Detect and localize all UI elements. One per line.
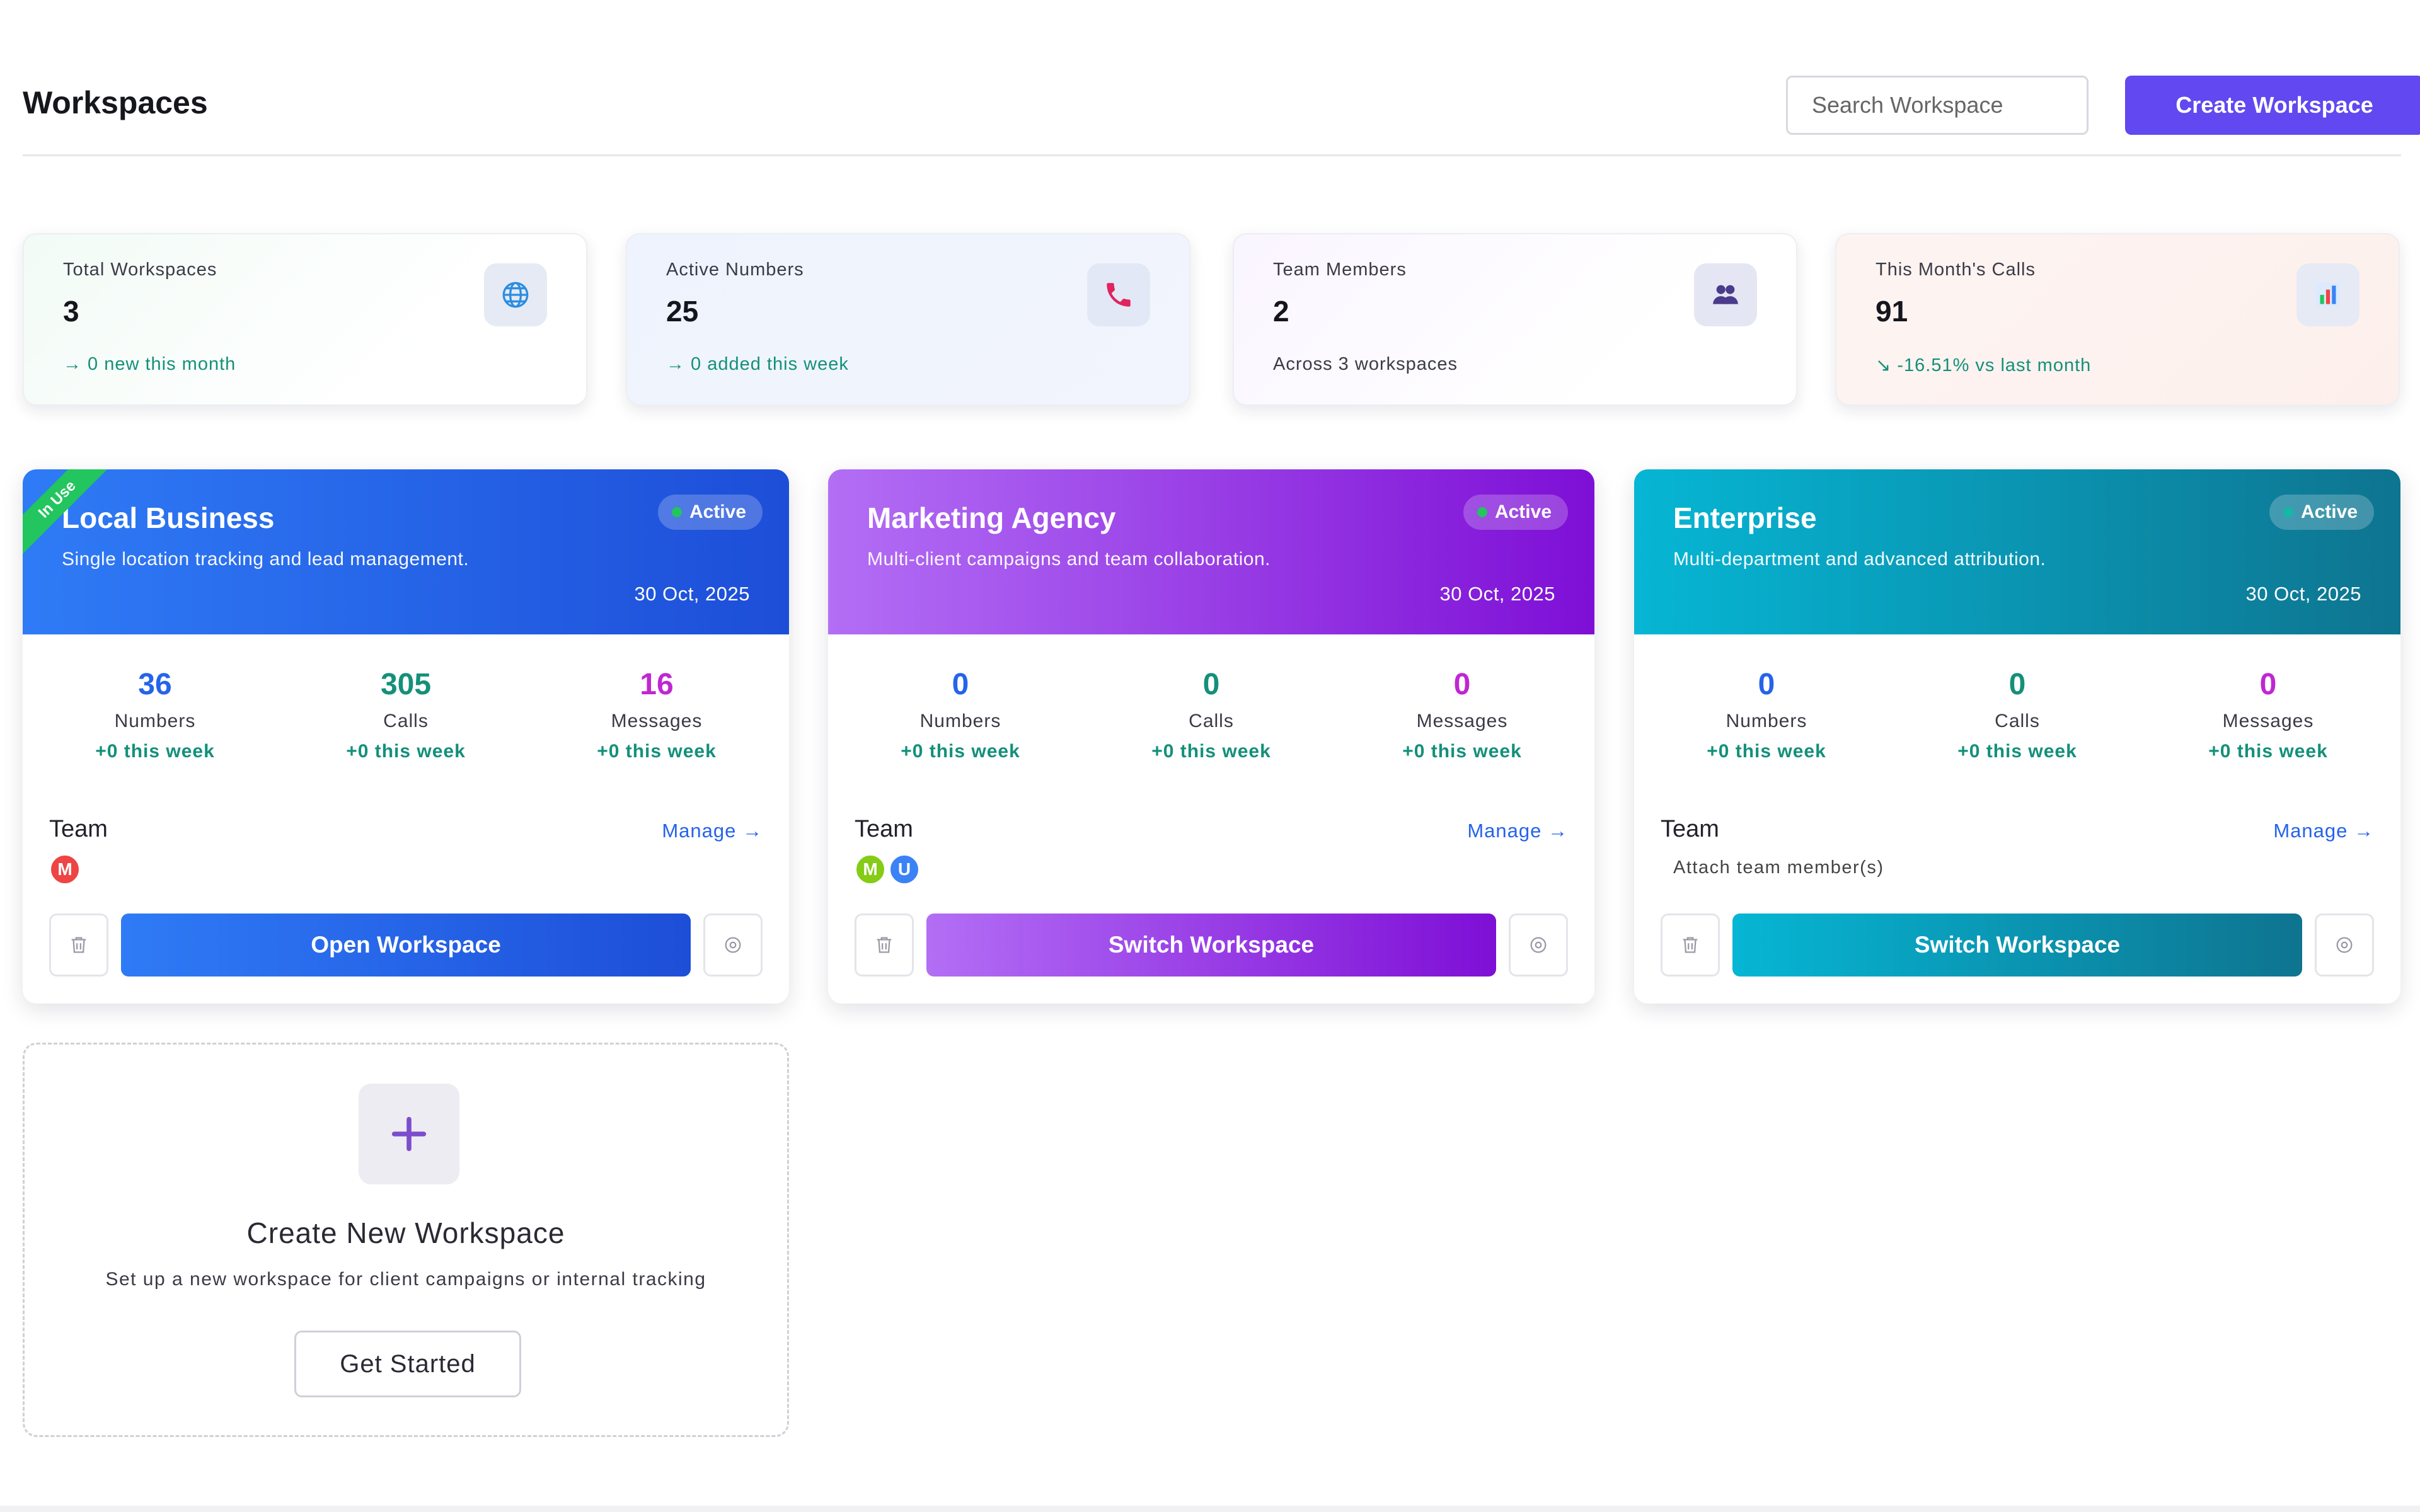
bar-chart-icon <box>2296 263 2360 326</box>
stat-value: 3 <box>63 295 79 328</box>
manage-team-link[interactable]: Manage → <box>662 820 763 842</box>
workspace-name: Marketing Agency <box>867 501 1116 534</box>
workspace-header: In Use Local Business Single location tr… <box>23 469 789 634</box>
workspace-description: Single location tracking and lead manage… <box>62 549 470 570</box>
page-title: Workspaces <box>23 85 208 120</box>
avatar[interactable]: U <box>889 854 920 885</box>
avatar[interactable]: M <box>49 854 81 885</box>
switch-workspace-button[interactable]: Switch Workspace <box>1732 914 2302 976</box>
workspace-settings-button[interactable] <box>1509 914 1568 976</box>
metric-numbers: 0 Numbers +0 this week <box>901 668 1020 762</box>
workspace-metrics: 0 Numbers +0 this week 0 Calls +0 this w… <box>828 634 1594 798</box>
get-started-button[interactable]: Get Started <box>294 1331 521 1397</box>
workspace-card-enterprise: Enterprise Multi-department and advanced… <box>1634 469 2400 1004</box>
stat-label: This Month's Calls <box>1876 260 2036 280</box>
workspace-metrics: 0 Numbers +0 this week 0 Calls +0 this w… <box>1634 634 2400 798</box>
trash-icon <box>877 937 892 953</box>
workspace-settings-button[interactable] <box>703 914 763 976</box>
stat-footer: → 0 added this week <box>666 354 849 374</box>
manage-team-link[interactable]: Manage → <box>2273 820 2374 842</box>
team-avatars: M <box>49 854 83 885</box>
status-dot-icon <box>671 507 682 517</box>
workspace-metrics: 36 Numbers +0 this week 305 Calls +0 thi… <box>23 634 789 798</box>
stat-label: Total Workspaces <box>63 260 217 280</box>
stat-footer: → 0 new this month <box>63 354 236 374</box>
metric-numbers: 36 Numbers +0 this week <box>95 668 215 762</box>
team-avatars: M U <box>855 854 923 885</box>
workspace-header: Marketing Agency Multi-client campaigns … <box>828 469 1594 634</box>
trash-icon <box>1683 937 1698 953</box>
stat-label: Team Members <box>1273 260 1407 280</box>
metric-calls: 0 Calls +0 this week <box>1957 668 2077 762</box>
stat-label: Active Numbers <box>666 260 804 280</box>
stat-card-total-workspaces: Total Workspaces 3 → 0 new this month <box>23 233 587 406</box>
stat-footer: Across 3 workspaces <box>1273 354 1458 374</box>
switch-workspace-button[interactable]: Switch Workspace <box>926 914 1496 976</box>
settings-icon <box>2336 937 2353 953</box>
page-footer-strip <box>0 1506 2420 1512</box>
in-use-ribbon: In Use <box>23 469 111 558</box>
delete-workspace-button[interactable] <box>855 914 914 976</box>
status-dot-icon <box>1477 507 1487 517</box>
status-dot-icon <box>2283 507 2293 517</box>
create-workspace-button[interactable]: Create Workspace <box>2125 76 2420 135</box>
delete-workspace-button[interactable] <box>49 914 108 976</box>
settings-icon <box>1530 937 1547 953</box>
metric-messages: 16 Messages +0 this week <box>597 668 717 762</box>
metric-calls: 0 Calls +0 this week <box>1151 668 1271 762</box>
workspace-actions: Switch Workspace <box>1661 914 2374 976</box>
trash-icon <box>71 937 86 953</box>
status-badge: Active <box>657 495 763 530</box>
team-section: Team Manage → M <box>49 816 763 885</box>
create-new-description: Set up a new workspace for client campai… <box>105 1269 706 1290</box>
workspace-actions: Switch Workspace <box>855 914 1568 976</box>
search-workspace-input[interactable] <box>1786 76 2089 135</box>
avatar[interactable]: M <box>855 854 886 885</box>
status-badge: Active <box>1463 495 1568 530</box>
create-new-workspace-card[interactable]: Create New Workspace Set up a new worksp… <box>23 1043 789 1437</box>
manage-team-link[interactable]: Manage → <box>1467 820 1568 842</box>
stat-footer: ↘ -16.51% vs last month <box>1876 355 2092 375</box>
metric-messages: 0 Messages +0 this week <box>1402 668 1522 762</box>
workspace-header: Enterprise Multi-department and advanced… <box>1634 469 2400 634</box>
stat-value: 91 <box>1876 295 1908 328</box>
open-workspace-button[interactable]: Open Workspace <box>121 914 691 976</box>
team-section: Team Manage → M U <box>855 816 1568 885</box>
metric-numbers: 0 Numbers +0 this week <box>1707 668 1826 762</box>
attach-team-text: Attach team member(s) <box>1673 857 1884 878</box>
metric-messages: 0 Messages +0 this week <box>2208 668 2328 762</box>
workspace-description: Multi-client campaigns and team collabor… <box>867 549 1270 570</box>
metric-calls: 305 Calls +0 this week <box>346 668 466 762</box>
plus-icon <box>359 1084 459 1184</box>
stat-card-active-numbers: Active Numbers 25 → 0 added this week <box>626 233 1190 406</box>
stat-card-monthly-calls: This Month's Calls 91 ↘ -16.51% vs last … <box>1835 233 2400 406</box>
workspace-card-local-business: In Use Local Business Single location tr… <box>23 469 789 1004</box>
workspace-description: Multi-department and advanced attributio… <box>1673 549 2046 570</box>
globe-icon <box>484 263 547 326</box>
phone-icon <box>1087 263 1150 326</box>
delete-workspace-button[interactable] <box>1661 914 1720 976</box>
page-header: Workspaces Create Workspace <box>23 74 2420 156</box>
stat-card-team-members: Team Members 2 Across 3 workspaces <box>1233 233 1797 406</box>
team-label: Team <box>49 816 108 842</box>
workspace-date: 30 Oct, 2025 <box>634 583 750 605</box>
workspace-card-marketing-agency: Marketing Agency Multi-client campaigns … <box>828 469 1594 1004</box>
status-badge: Active <box>2269 495 2374 530</box>
workspace-actions: Open Workspace <box>49 914 763 976</box>
workspace-name: Enterprise <box>1673 501 1817 534</box>
create-new-title: Create New Workspace <box>246 1217 565 1249</box>
settings-icon <box>725 937 741 953</box>
team-label: Team <box>855 816 913 842</box>
team-section: Team Manage → Attach team member(s) <box>1661 816 2374 878</box>
workspace-date: 30 Oct, 2025 <box>1439 583 1555 605</box>
users-icon <box>1694 263 1757 326</box>
workspace-date: 30 Oct, 2025 <box>2245 583 2361 605</box>
team-label: Team <box>1661 816 1719 842</box>
workspace-name: Local Business <box>62 501 275 534</box>
workspace-settings-button[interactable] <box>2315 914 2374 976</box>
stat-value: 25 <box>666 295 699 328</box>
stat-value: 2 <box>1273 295 1289 328</box>
